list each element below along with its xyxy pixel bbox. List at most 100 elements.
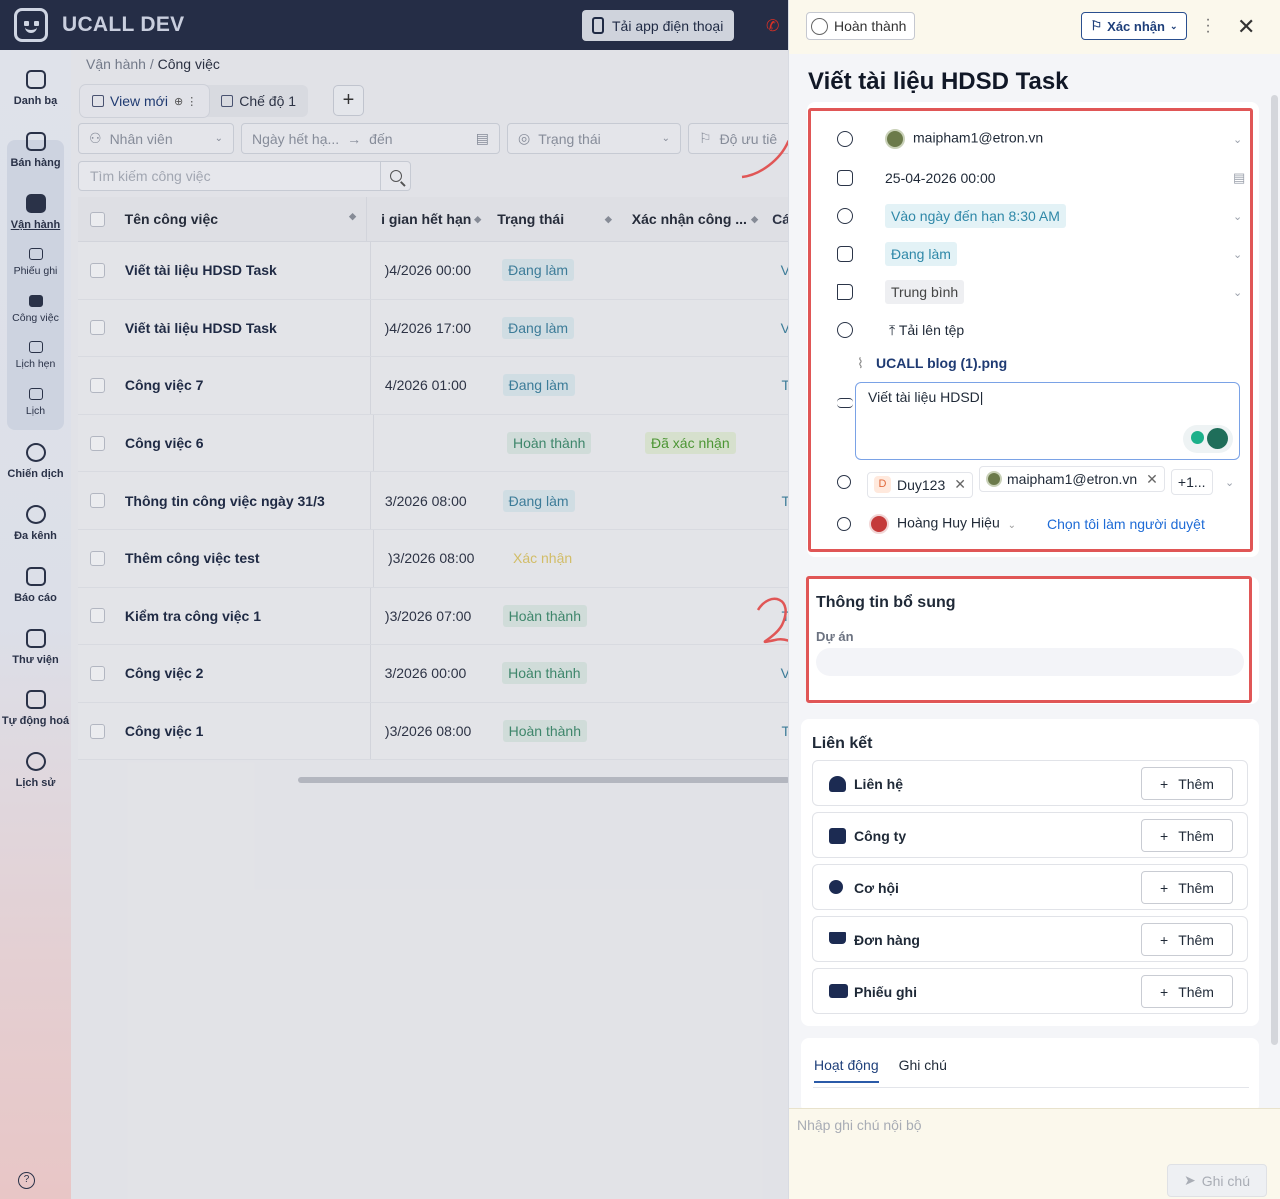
sort-icon: ◆	[604, 213, 612, 224]
col-label: Tên công việc	[124, 211, 219, 227]
sidebar-item-campaigns[interactable]: Chiến dịch	[0, 443, 71, 480]
download-app-button[interactable]: Tải app điện thoại	[582, 10, 734, 41]
task-name[interactable]: Viết tài liệu HDSD Task	[124, 319, 277, 336]
sidebar-item-contacts[interactable]: Danh bạ	[0, 70, 71, 107]
app-logo[interactable]: UCALL DEV	[14, 8, 185, 42]
table-row[interactable]: Viết tài liệu HDSD Task )4/2026 00:00 Đa…	[78, 242, 790, 300]
task-name[interactable]: Công việc 1	[124, 723, 204, 740]
kebab-icon[interactable]: · · ·	[1205, 11, 1211, 40]
table-row[interactable]: Công việc 6 Hoàn thành Đã xác nhận	[78, 414, 790, 473]
operations-group	[7, 140, 64, 430]
sidebar-item-tickets[interactable]: Phiếu ghi	[0, 248, 71, 277]
help-icon[interactable]: ?	[18, 1172, 35, 1189]
tab-notes[interactable]: Ghi chú	[898, 1057, 947, 1073]
watchers-more[interactable]: +1...	[1170, 469, 1213, 496]
col-due[interactable]: i gian hết hạn ◆	[366, 197, 487, 241]
tab-view-new[interactable]: View mới ⊕ ⋮	[80, 85, 210, 117]
due-date-range-filter[interactable]: Ngày hết hạ... → đến ▤	[241, 123, 500, 154]
sidebar-item-calendar[interactable]: Lịch	[0, 388, 71, 417]
row-checkbox[interactable]	[90, 493, 105, 509]
priority-field[interactable]: Trung bình ⌄	[807, 277, 1267, 307]
mark-complete-button[interactable]: Hoàn thành	[806, 12, 916, 40]
row-checkbox[interactable]	[90, 320, 105, 336]
breadcrumb-current: Công việc	[157, 56, 220, 72]
select-all-checkbox[interactable]	[90, 211, 105, 227]
task-name[interactable]: Công việc 2	[124, 665, 204, 682]
table-row[interactable]: Công việc 7 4/2026 01:00 Đang làm T	[78, 357, 790, 415]
watchers-field[interactable]: D Duy123 ✕ maipham1@etron.vn ✕ +1... ⌄	[807, 466, 1267, 498]
note-composer: ➤ Ghi chú	[789, 1108, 1280, 1199]
col-name[interactable]: Tên công việc ◆	[125, 211, 366, 227]
table-row[interactable]: Công việc 2 3/2026 00:00 Hoàn thành V	[78, 645, 790, 703]
watcher-name: maipham1@etron.vn	[1007, 471, 1138, 488]
table-row[interactable]: Công việc 1 )3/2026 08:00 Hoàn thành T	[78, 702, 790, 761]
task-name[interactable]: Kiểm tra công việc 1	[124, 607, 262, 624]
row-checkbox[interactable]	[90, 377, 105, 393]
project-input[interactable]	[816, 648, 1244, 676]
table-row[interactable]: Thêm công việc test )3/2026 08:00 Xác nh…	[78, 529, 790, 588]
assignee-field[interactable]: maipham1@etron.vn ⌄	[807, 124, 1267, 154]
row-checkbox[interactable]	[90, 723, 105, 739]
remove-icon[interactable]: ✕	[954, 476, 966, 493]
attachment-link[interactable]: UCALL blog (1).png	[876, 355, 1008, 371]
row-checkbox[interactable]	[90, 435, 105, 451]
reminder-field[interactable]: Vào ngày đến hạn 8:30 AM ⌄	[807, 201, 1267, 231]
sidebar-item-tasks[interactable]: Công việc	[0, 295, 71, 324]
search-input[interactable]	[79, 168, 380, 184]
add-view-button[interactable]: +	[333, 85, 364, 116]
add-company-button[interactable]: + Thêm	[1141, 819, 1233, 852]
add-contact-button[interactable]: + Thêm	[1141, 767, 1233, 800]
row-checkbox[interactable]	[90, 550, 105, 566]
table-row[interactable]: Kiểm tra công việc 1 )3/2026 07:00 Hoàn …	[78, 587, 790, 646]
send-note-button[interactable]: ➤ Ghi chú	[1167, 1164, 1267, 1197]
ai-assistant-icon[interactable]	[1183, 425, 1233, 453]
approver-select[interactable]: Hoàng Huy Hiệu ⌄	[869, 514, 1016, 534]
row-checkbox[interactable]	[90, 665, 105, 681]
add-ticket-button[interactable]: + Thêm	[1141, 975, 1233, 1008]
task-name[interactable]: Công việc 7	[124, 377, 204, 394]
task-title[interactable]: Viết tài liệu HDSD Task	[808, 68, 1069, 95]
tab-activity[interactable]: Hoạt động	[814, 1057, 879, 1083]
table-row[interactable]: Viết tài liệu HDSD Task )4/2026 17:00 Đa…	[78, 299, 790, 358]
col-status[interactable]: Trạng thái ◆	[487, 211, 622, 227]
task-name[interactable]: Viết tài liệu HDSD Task	[124, 262, 277, 279]
task-name[interactable]: Thông tin công việc ngày 31/3	[124, 492, 325, 509]
close-icon[interactable]: ✕	[1237, 14, 1256, 39]
table-row[interactable]: Thông tin công việc ngày 31/3 3/2026 08:…	[78, 472, 790, 530]
note-input[interactable]	[797, 1117, 1197, 1133]
status-field[interactable]: Đang làm ⌄	[807, 239, 1267, 269]
description-field[interactable]: Viết tài liệu HDSD|	[855, 382, 1240, 460]
sidebar-item-reports[interactable]: Báo cáo	[0, 567, 71, 604]
sidebar-item-library[interactable]: Thư viện	[0, 629, 71, 666]
add-opportunity-button[interactable]: + Thêm	[1141, 871, 1233, 904]
status-badge: Đang làm	[502, 259, 575, 282]
remove-icon[interactable]: ✕	[1146, 470, 1158, 487]
tab-mode-1[interactable]: Chế độ 1	[209, 85, 308, 117]
company-icon	[829, 828, 846, 844]
search-button[interactable]	[380, 162, 410, 190]
row-checkbox[interactable]	[90, 262, 105, 278]
task-name[interactable]: Công việc 6	[125, 435, 204, 452]
row-checkbox[interactable]	[90, 608, 105, 624]
horizontal-scrollbar[interactable]	[298, 777, 790, 783]
sidebar-item-omnichannel[interactable]: Đa kênh	[0, 505, 71, 542]
breadcrumb-parent[interactable]: Vận hành	[86, 56, 146, 72]
due-date-field[interactable]: 25-04-2026 00:00 ▤	[807, 163, 1267, 193]
status-filter[interactable]: ◎ Trạng thái ⌄	[507, 123, 681, 154]
phone-icon	[592, 17, 604, 34]
panel-scrollbar[interactable]	[1271, 95, 1278, 1045]
add-label: Thêm	[1178, 827, 1214, 844]
employee-filter[interactable]: ⚇ Nhân viên ⌄	[78, 123, 234, 154]
call-icon[interactable]: ✆	[766, 18, 780, 35]
sidebar-item-appointments[interactable]: Lịch hẹn	[0, 341, 71, 370]
add-order-button[interactable]: + Thêm	[1141, 923, 1233, 956]
sidebar-item-sales[interactable]: Bán hàng	[0, 132, 71, 169]
upload-button[interactable]: ⤒ Tải lên tệp	[889, 322, 964, 339]
panel-header: Hoàn thành ⚐ Xác nhận ⌄ · · · ✕	[789, 0, 1280, 54]
sidebar-item-automation[interactable]: Tự động hoá	[0, 690, 71, 727]
assign-self-approver-link[interactable]: Chọn tôi làm người duyệt	[1047, 516, 1205, 532]
task-name[interactable]: Thêm công việc test	[125, 550, 260, 567]
confirm-dropdown-button[interactable]: ⚐ Xác nhận ⌄	[1081, 12, 1187, 40]
sidebar-item-history[interactable]: Lịch sử	[0, 752, 71, 789]
sidebar-item-operations[interactable]: Vận hành	[0, 194, 71, 231]
